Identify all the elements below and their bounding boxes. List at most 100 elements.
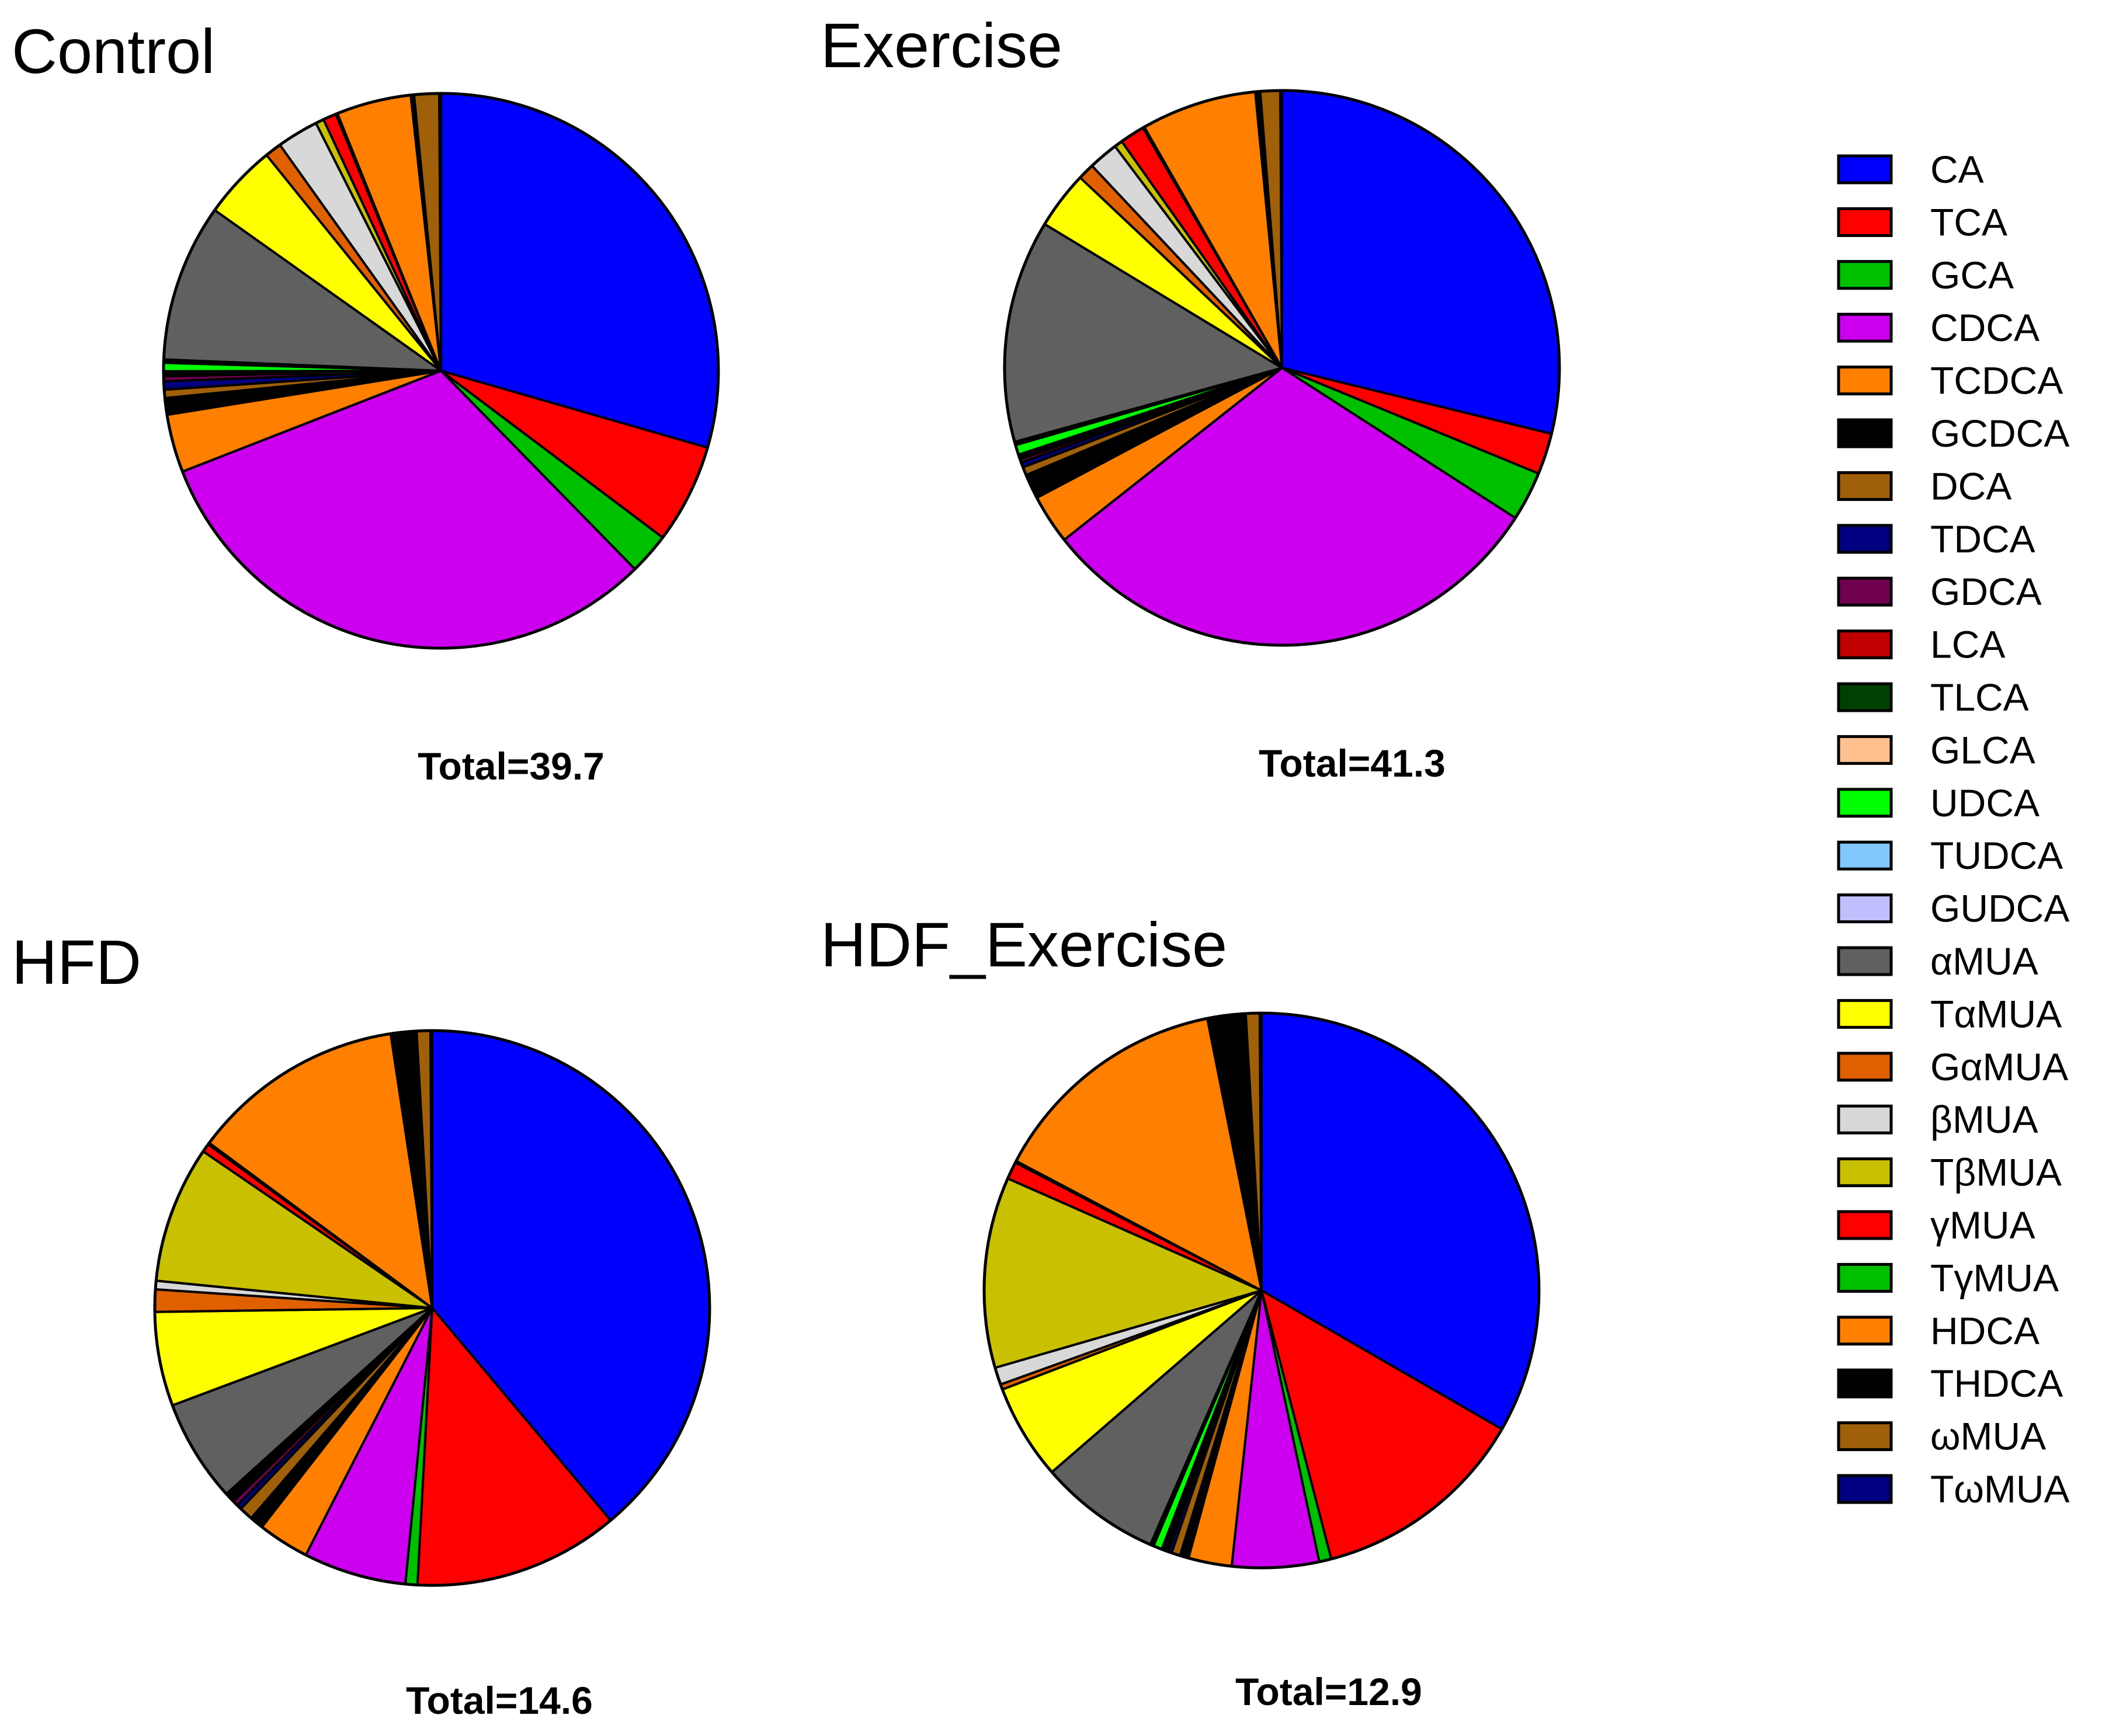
legend: CA TCA GCA CDCA TCDCA GCDCA DCA TDCA GDCA LCA TLCA… bbox=[1837, 148, 2070, 1511]
legend-item-gdca: GDCA bbox=[1837, 570, 2042, 613]
legend-item-tudca: TUDCA bbox=[1837, 834, 2063, 877]
legend-swatch bbox=[1837, 418, 1893, 448]
legend-item-gudca: GUDCA bbox=[1837, 887, 2069, 930]
pie-hfd bbox=[153, 1029, 711, 1587]
legend-item-tca: TCA bbox=[1837, 200, 2007, 243]
pie-outline bbox=[153, 1029, 711, 1587]
legend-label: TωMUA bbox=[1930, 1467, 2070, 1511]
legend-label: TαMUA bbox=[1930, 992, 2062, 1035]
legend-label: TUDCA bbox=[1930, 834, 2063, 877]
panel-exercise: Exercise Total=41.3 bbox=[821, 10, 1561, 785]
pie-exercise bbox=[1003, 89, 1561, 647]
legend-swatch bbox=[1837, 682, 1893, 712]
panel-title-exercise: Exercise bbox=[821, 10, 1062, 81]
legend-item-tlca: TLCA bbox=[1837, 676, 2029, 719]
legend-label: TCA bbox=[1930, 200, 2007, 243]
legend-label: ωMUA bbox=[1930, 1415, 2046, 1458]
legend-swatch bbox=[1837, 1316, 1893, 1346]
legend-item-g-mua: GαMUA bbox=[1837, 1045, 2068, 1088]
legend-swatch bbox=[1837, 1421, 1893, 1452]
legend-item--mua: ωMUA bbox=[1837, 1415, 2046, 1458]
legend-item-t-mua: TαMUA bbox=[1837, 992, 2062, 1035]
legend-item-t-mua: TγMUA bbox=[1837, 1256, 2059, 1299]
legend-label: GCA bbox=[1930, 253, 2014, 297]
legend-swatch bbox=[1837, 1104, 1893, 1135]
legend-label: TDCA bbox=[1930, 517, 2035, 561]
legend-item-gcdca: GCDCA bbox=[1837, 412, 2069, 455]
legend-swatch bbox=[1837, 1052, 1893, 1082]
legend-label: γMUA bbox=[1930, 1203, 2035, 1247]
legend-label: TLCA bbox=[1930, 676, 2029, 719]
pie-outline bbox=[982, 1011, 1541, 1570]
pie-hdf-exercise bbox=[982, 1011, 1541, 1570]
legend-swatch bbox=[1837, 840, 1893, 871]
panel-title-control: Control bbox=[12, 16, 215, 86]
legend-swatch bbox=[1837, 1157, 1893, 1188]
legend-item--mua: βMUA bbox=[1837, 1098, 2038, 1141]
legend-swatch bbox=[1837, 471, 1893, 501]
legend-swatch bbox=[1837, 1474, 1893, 1504]
pie-outline bbox=[1003, 89, 1561, 647]
panel-total-exercise: Total=41.3 bbox=[1259, 742, 1446, 785]
legend-swatch bbox=[1837, 946, 1893, 976]
legend-swatch bbox=[1837, 366, 1893, 396]
panel-control: Control Total=39.7 bbox=[12, 16, 720, 788]
legend-item--mua: γMUA bbox=[1837, 1203, 2035, 1247]
legend-swatch bbox=[1837, 260, 1893, 290]
legend-swatch bbox=[1837, 999, 1893, 1029]
panel-total-hfd: Total=14.6 bbox=[406, 1679, 593, 1722]
legend-swatch bbox=[1837, 154, 1893, 185]
panel-total-hdf-exercise: Total=12.9 bbox=[1235, 1670, 1422, 1713]
legend-item-udca: UDCA bbox=[1837, 781, 2040, 824]
legend-item-gca: GCA bbox=[1837, 253, 2014, 297]
legend-item-hdca: HDCA bbox=[1837, 1309, 2040, 1352]
legend-label: HDCA bbox=[1930, 1309, 2040, 1352]
legend-label: TγMUA bbox=[1930, 1256, 2059, 1299]
legend-label: αMUA bbox=[1930, 940, 2038, 983]
panel-total-control: Total=39.7 bbox=[418, 745, 604, 788]
panel-title-hfd: HFD bbox=[12, 927, 141, 997]
legend-label: TβMUA bbox=[1930, 1151, 2062, 1194]
legend-swatch bbox=[1837, 1368, 1893, 1398]
legend-item-t-mua: TβMUA bbox=[1837, 1151, 2062, 1194]
legend-item-thdca: THDCA bbox=[1837, 1362, 2063, 1405]
pie-outline bbox=[162, 92, 720, 650]
legend-label: βMUA bbox=[1930, 1098, 2038, 1141]
legend-item-tcdca: TCDCA bbox=[1837, 359, 2063, 402]
panel-hdf-exercise: HDF_Exercise Total=12.9 bbox=[821, 909, 1541, 1713]
legend-swatch bbox=[1837, 312, 1893, 343]
legend-label: CA bbox=[1930, 148, 1984, 191]
panel-title-hdf-exercise: HDF_Exercise bbox=[821, 909, 1227, 980]
legend-label: LCA bbox=[1930, 623, 2005, 666]
legend-swatch bbox=[1837, 1210, 1893, 1240]
legend-item-dca: DCA bbox=[1837, 464, 2011, 507]
panel-hfd: HFD Total=14.6 bbox=[12, 927, 711, 1722]
legend-item-lca: LCA bbox=[1837, 623, 2005, 666]
legend-label: GDCA bbox=[1930, 570, 2042, 613]
legend-swatch bbox=[1837, 893, 1893, 924]
legend-item-tdca: TDCA bbox=[1837, 517, 2035, 561]
legend-item-t-mua: TωMUA bbox=[1837, 1467, 2070, 1511]
legend-swatch bbox=[1837, 207, 1893, 237]
legend-label: DCA bbox=[1930, 464, 2011, 507]
legend-label: CDCA bbox=[1930, 306, 2040, 349]
legend-item-ca: CA bbox=[1837, 148, 1984, 191]
legend-item-glca: GLCA bbox=[1837, 728, 2035, 771]
legend-label: TCDCA bbox=[1930, 359, 2063, 402]
legend-label: THDCA bbox=[1930, 1362, 2063, 1405]
legend-swatch bbox=[1837, 576, 1893, 607]
legend-label: GUDCA bbox=[1930, 887, 2069, 930]
legend-label: GCDCA bbox=[1930, 412, 2069, 455]
legend-label: GLCA bbox=[1930, 728, 2035, 771]
legend-label: UDCA bbox=[1930, 781, 2040, 824]
legend-swatch bbox=[1837, 629, 1893, 660]
legend-swatch bbox=[1837, 735, 1893, 765]
legend-swatch bbox=[1837, 1262, 1893, 1293]
legend-swatch bbox=[1837, 788, 1893, 818]
legend-item-cdca: CDCA bbox=[1837, 306, 2040, 349]
legend-item--mua: αMUA bbox=[1837, 940, 2038, 983]
pie-control bbox=[162, 92, 720, 650]
legend-swatch bbox=[1837, 524, 1893, 554]
legend-label: GαMUA bbox=[1930, 1045, 2068, 1088]
